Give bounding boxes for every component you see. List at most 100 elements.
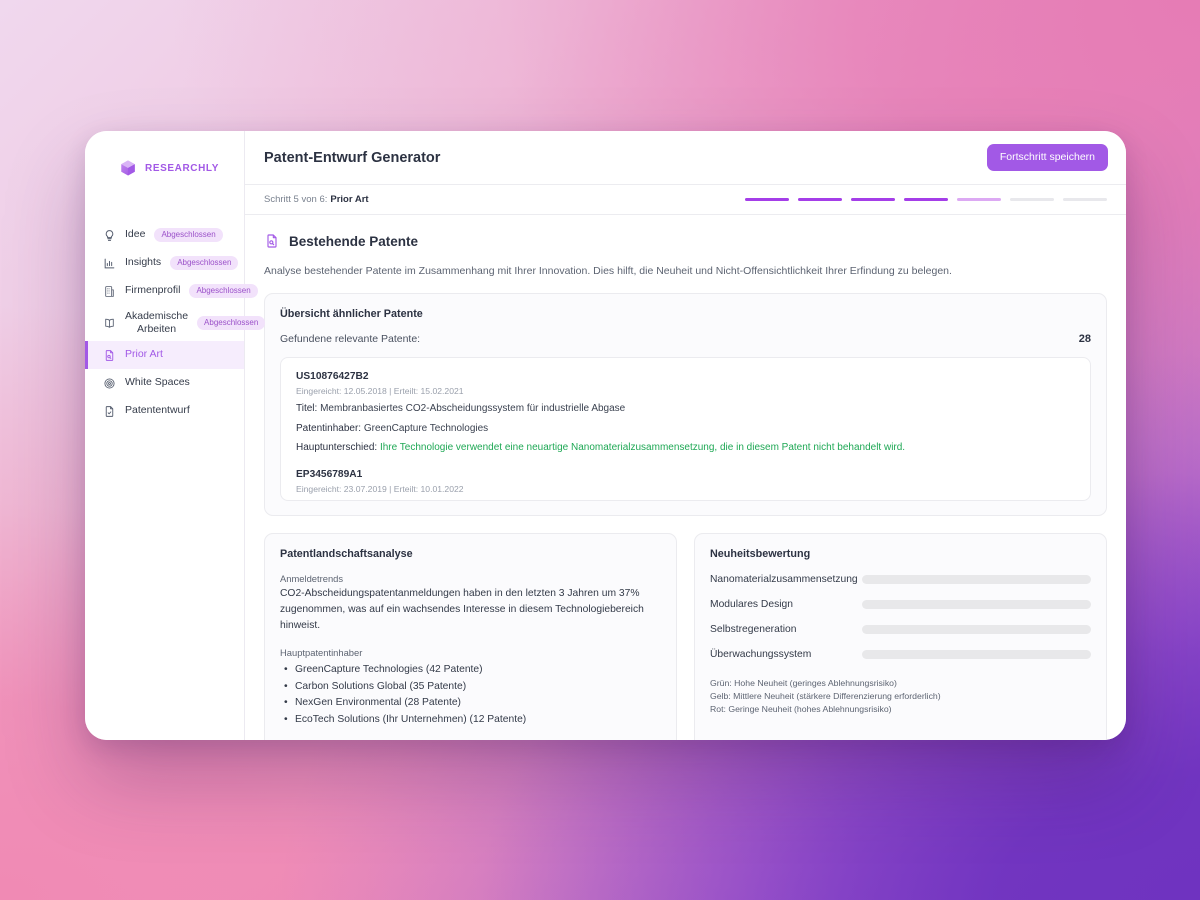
list-item[interactable]: US10876427B2 Eingereicht: 12.05.2018 | E…: [296, 371, 1075, 455]
lightbulb-icon: [102, 228, 116, 242]
panel-title: Patentlandschaftsanalyse: [280, 548, 413, 560]
step-prefix: Schritt 5 von 6:: [264, 194, 328, 205]
patent-id: US10876427B2: [296, 371, 369, 382]
patent-title-line: Titel: Modulare Kohlendioxidabscheidungs…: [296, 500, 1075, 502]
holders-list: GreenCapture Technologies (42 Patente) C…: [280, 662, 661, 729]
step-current: Prior Art: [330, 194, 369, 205]
patent-difference-line: Hauptunterschied: Ihre Technologie verwe…: [296, 441, 1075, 455]
novelty-bar-track: [862, 600, 1091, 609]
step-segment-6[interactable]: [1010, 198, 1054, 201]
novelty-bar-track: [862, 625, 1091, 634]
novelty-bar-track: [862, 650, 1091, 659]
patent-list-scroll[interactable]: US10876427B2 Eingereicht: 12.05.2018 | E…: [280, 357, 1091, 501]
status-badge: Abgeschlossen: [197, 316, 266, 330]
list-item: NexGen Environmental (28 Patente): [280, 695, 661, 712]
legend-item: Grün: Hohe Neuheit (geringes Ablehnungsr…: [710, 678, 897, 688]
sidebar-item-label: Patententwurf: [125, 404, 190, 417]
patent-title-value: Modulare Kohlendioxidabscheidungsvorrich…: [320, 501, 664, 502]
researchly-cube-icon: [119, 159, 137, 177]
main-column: Patent-Entwurf Generator Fortschritt spe…: [245, 131, 1126, 740]
novelty-bar-row: Überwachungssystem: [710, 649, 1091, 660]
novelty-column: Neuheitsbewertung Nanomaterialzusammense…: [694, 533, 1107, 740]
step-segment-3[interactable]: [851, 198, 895, 201]
sidebar-item-label: Akademische Arbeiten: [125, 309, 189, 335]
sidebar-item-idee[interactable]: Idee Abgeschlossen: [85, 221, 244, 249]
novelty-bar-label: Modulares Design: [710, 599, 793, 610]
sidebar-item-label: White Spaces: [125, 376, 190, 389]
section-description: Analyse bestehender Patente im Zusammenh…: [264, 265, 952, 277]
landscape-column: Patentlandschaftsanalyse Anmeldetrends C…: [264, 533, 677, 740]
status-badge: Abgeschlossen: [170, 256, 239, 270]
step-progress-segments: [745, 198, 1107, 201]
patent-title-line: Titel: Membranbasiertes CO2-Abscheidungs…: [296, 402, 1075, 416]
analysis-columns: Patentlandschaftsanalyse Anmeldetrends C…: [264, 533, 1107, 740]
holders-heading: Hauptpatentinhaber: [280, 646, 363, 658]
patent-owner-line: Patentinhaber: GreenCapture Technologies: [296, 422, 1075, 436]
trends-heading: Anmeldetrends: [280, 573, 344, 584]
sidebar-item-akademische-arbeiten[interactable]: Akademische Arbeiten Abgeschlossen: [85, 305, 266, 341]
save-progress-button[interactable]: Fortschritt speichern: [986, 144, 1108, 171]
novelty-bar-label: Selbstregeneration: [710, 624, 797, 635]
step-text: Schritt 5 von 6: Prior Art: [264, 194, 369, 205]
brand-logo[interactable]: RESEARCHLY: [85, 153, 244, 183]
novelty-bar-track: [862, 575, 1091, 584]
patent-owner-value: GreenCapture Technologies: [363, 422, 489, 434]
section-title: Bestehende Patente: [289, 233, 419, 249]
similar-patents-panel: Übersicht ähnlicher Patente Gefundene re…: [264, 293, 1107, 516]
patent-dates: Eingereicht: 23.07.2019 | Erteilt: 10.01…: [296, 483, 464, 494]
novelty-bar-label: Nanomaterialzusammensetzung: [710, 574, 858, 585]
sidebar-nav: Idee Abgeschlossen Insights Abgeschlosse…: [85, 221, 266, 425]
brand-name: RESEARCHLY: [145, 162, 219, 174]
bar-chart-icon: [102, 256, 116, 270]
topbar: Patent-Entwurf Generator Fortschritt spe…: [245, 131, 1126, 185]
trends-text: CO2-Abscheidungspatentanmeldungen haben …: [280, 588, 644, 631]
patent-title-value: Membranbasiertes CO2-Abscheidungssystem …: [320, 403, 626, 414]
patent-landscape-panel: Patentlandschaftsanalyse Anmeldetrends C…: [264, 533, 677, 740]
status-badge: Abgeschlossen: [189, 284, 258, 298]
sidebar-item-label: Firmenprofil: [125, 284, 181, 297]
document-search-icon: [264, 233, 280, 249]
patent-count-value: 28: [1078, 333, 1091, 345]
status-badge: Abgeschlossen: [154, 228, 223, 242]
step-segment-7[interactable]: [1063, 198, 1107, 201]
patent-count-row: Gefundene relevante Patente: 28: [280, 333, 1091, 345]
sidebar-item-label: Idee: [125, 228, 146, 241]
patent-title-label: Titel:: [296, 501, 317, 502]
list-item: EcoTech Solutions (Ihr Unternehmen) (12 …: [280, 712, 661, 729]
novelty-legend: Grün: Hohe Neuheit (geringes Ablehnungsr…: [710, 677, 1091, 717]
patent-difference-value: Ihre Technologie verwendet eine neuartig…: [379, 442, 906, 453]
sidebar-item-prior-art[interactable]: Prior Art: [85, 341, 244, 369]
panel-title: Neuheitsbewertung: [710, 548, 811, 560]
patent-count-label: Gefundene relevante Patente:: [280, 333, 421, 345]
step-segment-4[interactable]: [904, 198, 948, 201]
document-check-icon: [102, 404, 116, 418]
novelty-bar-label: Überwachungssystem: [710, 649, 812, 660]
sidebar-item-label: Insights: [125, 256, 162, 269]
app-window: RESEARCHLY Idee Abgeschlossen Insigh: [85, 131, 1126, 740]
book-icon: [102, 316, 116, 330]
sidebar-item-label: Prior Art: [125, 348, 163, 361]
sidebar: RESEARCHLY Idee Abgeschlossen Insigh: [85, 131, 266, 740]
step-segment-1[interactable]: [745, 198, 789, 201]
sidebar-item-white-spaces[interactable]: White Spaces: [85, 369, 244, 397]
sidebar-item-firmenprofil[interactable]: Firmenprofil Abgeschlossen: [85, 277, 258, 305]
patent-dates: Eingereicht: 12.05.2018 | Erteilt: 15.02…: [296, 386, 464, 396]
patent-owner-label: Patentinhaber:: [296, 422, 362, 434]
patent-difference-label: Hauptunterschied:: [296, 442, 378, 453]
step-segment-5[interactable]: [957, 198, 1001, 201]
document-search-icon: [102, 348, 116, 362]
list-item: Carbon Solutions Global (35 Patente): [280, 679, 661, 696]
novelty-bar-row: Modulares Design: [710, 599, 1091, 610]
legend-item: Rot: Geringe Neuheit (hohes Ablehnungsri…: [710, 704, 892, 715]
step-segment-2[interactable]: [798, 198, 842, 201]
step-indicator-bar: Schritt 5 von 6: Prior Art: [245, 185, 1126, 215]
building-icon: [102, 284, 116, 298]
patent-title-label: Titel:: [296, 403, 318, 414]
section-header: Bestehende Patente: [264, 233, 1107, 249]
list-item: GreenCapture Technologies (42 Patente): [280, 662, 661, 679]
novelty-assessment-panel: Neuheitsbewertung Nanomaterialzusammense…: [694, 533, 1107, 740]
sidebar-item-patententwurf[interactable]: Patententwurf: [85, 397, 244, 425]
list-item[interactable]: EP3456789A1 Eingereicht: 23.07.2019 | Er…: [296, 469, 1075, 502]
sidebar-item-insights[interactable]: Insights Abgeschlossen: [85, 249, 244, 277]
panel-title: Übersicht ähnlicher Patente: [280, 308, 423, 320]
